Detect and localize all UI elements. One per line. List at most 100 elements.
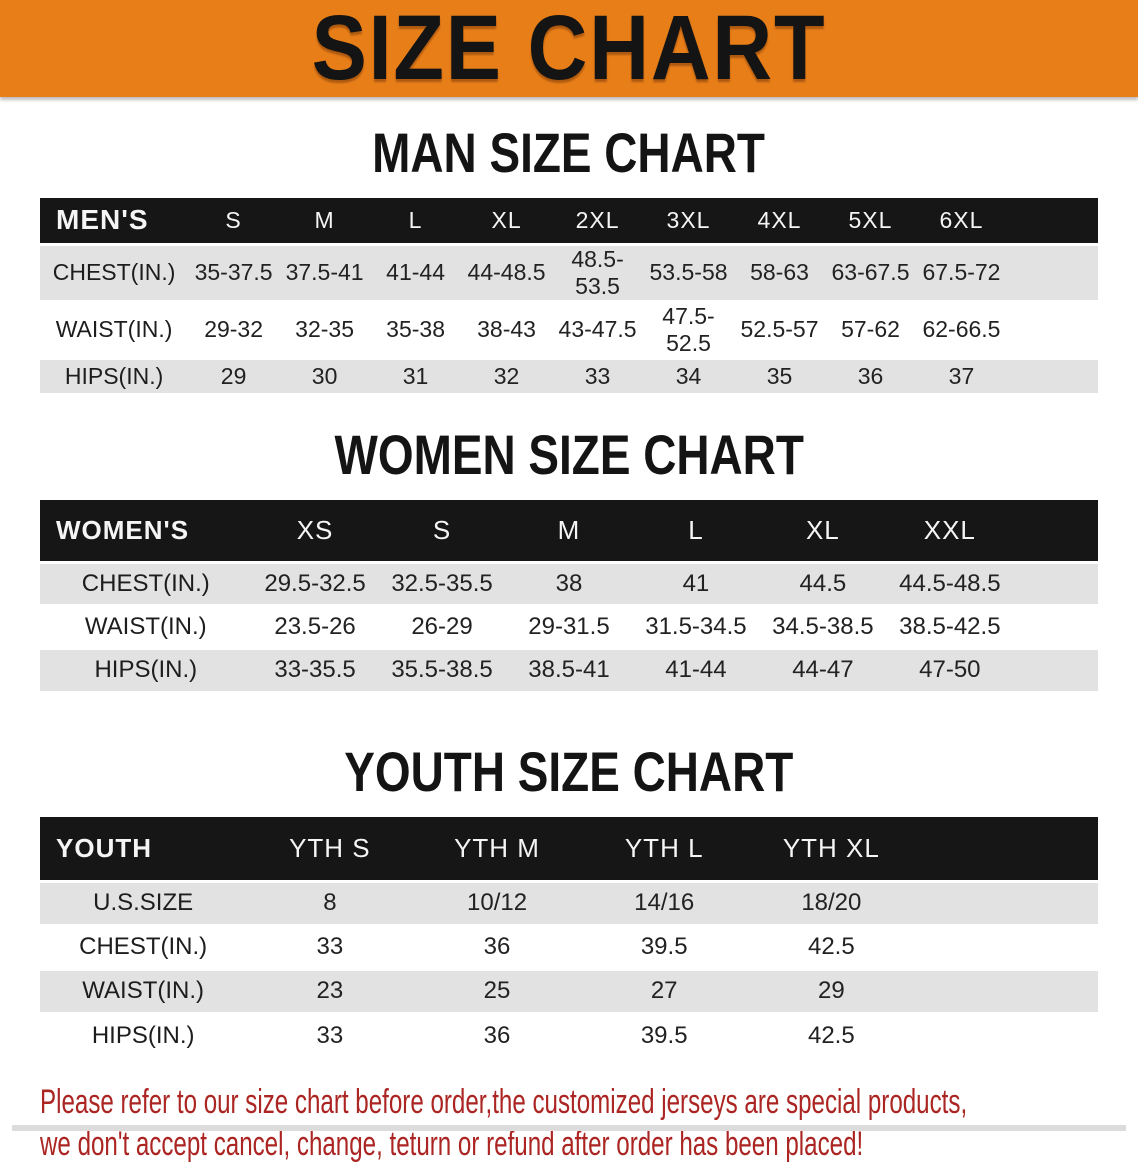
size-value-cell: 35-38 bbox=[386, 316, 445, 342]
size-value-cell: 37 bbox=[948, 362, 975, 389]
size-value-cell: 47.5-52.5 bbox=[662, 302, 715, 356]
men-section-heading-text: MAN SIZE CHART bbox=[372, 121, 766, 184]
size-column-header: M bbox=[314, 206, 335, 233]
size-value-cell: 29 bbox=[817, 977, 845, 1004]
size-column-header: 3XL bbox=[666, 206, 711, 233]
size-value-cell: 29.5-32.5 bbox=[264, 569, 366, 597]
size-value-cell: 32-35 bbox=[295, 316, 354, 342]
banner: SIZE CHART bbox=[0, 0, 1138, 97]
women-section-heading-text: WOMEN SIZE CHART bbox=[334, 423, 804, 486]
measure-row-label: CHEST(IN.) bbox=[81, 569, 210, 597]
size-value-cell: 39.5 bbox=[640, 933, 688, 960]
size-value-cell: 8 bbox=[323, 889, 337, 916]
women-size-table: WOMEN'S XS S M L XL XXL CHEST(IN.) 29.5-32.5 32.5… bbox=[40, 500, 1098, 691]
row-filler-cell bbox=[915, 925, 1098, 969]
size-value-cell: 33 bbox=[584, 362, 611, 389]
size-column-header: L bbox=[408, 206, 423, 233]
women-section-heading: WOMEN SIZE CHART bbox=[0, 423, 1138, 486]
size-value-cell: 14/16 bbox=[634, 889, 695, 916]
size-value-cell: 23 bbox=[316, 977, 344, 1004]
measurement-row: U.S.SIZE 8 10/12 14/16 18/20 bbox=[40, 881, 1098, 925]
row-filler-cell bbox=[1013, 562, 1098, 605]
size-value-cell: 47-50 bbox=[919, 656, 981, 684]
measure-row-label: U.S.SIZE bbox=[93, 889, 194, 916]
size-value-cell: 43-47.5 bbox=[558, 316, 637, 342]
size-value-cell: 44-47 bbox=[792, 656, 854, 684]
size-value-cell: 33 bbox=[316, 1021, 344, 1049]
measure-row-label: WAIST(IN.) bbox=[82, 977, 205, 1004]
size-value-cell: 26-29 bbox=[411, 612, 473, 640]
men-size-section: MAN SIZE CHART MEN'S S M L XL 2XL 3XL 4XL 5XL 6XL… bbox=[0, 121, 1138, 393]
size-column-header: 4XL bbox=[757, 206, 802, 233]
measurement-row: HIPS(IN.) 29 30 31 32 33 34 35 36 37 bbox=[40, 358, 1098, 393]
disclaimer-line-1: Please refer to our size chart before or… bbox=[40, 1083, 968, 1121]
row-filler-cell bbox=[1007, 301, 1098, 358]
size-value-cell: 38 bbox=[555, 569, 583, 597]
youth-section-heading-text: YOUTH SIZE CHART bbox=[344, 740, 794, 803]
measurement-row: CHEST(IN.) 29.5-32.5 32.5-35.5 38 41 44.5 44.5… bbox=[40, 562, 1098, 605]
size-group-label: MEN'S bbox=[56, 204, 149, 236]
measurement-row: WAIST(IN.) 23.5-26 26-29 29-31.5 31.5-34.5 34… bbox=[40, 605, 1098, 648]
measure-row-label: WAIST(IN.) bbox=[55, 316, 173, 342]
size-value-cell: 33 bbox=[316, 933, 344, 960]
row-filler-cell bbox=[915, 969, 1098, 1013]
size-column-header: YTH M bbox=[454, 832, 540, 863]
size-value-cell: 41-44 bbox=[386, 259, 445, 285]
measurement-row: WAIST(IN.) 23 25 27 29 bbox=[40, 969, 1098, 1013]
size-value-cell: 23.5-26 bbox=[274, 612, 356, 640]
size-value-cell: 32.5-35.5 bbox=[391, 569, 493, 597]
size-value-cell: 67.5-72 bbox=[922, 259, 1001, 285]
size-value-cell: 25 bbox=[483, 977, 511, 1004]
size-value-cell: 57-62 bbox=[841, 316, 900, 342]
measurement-row: CHEST(IN.) 33 36 39.5 42.5 bbox=[40, 925, 1098, 969]
size-value-cell: 29 bbox=[220, 362, 247, 389]
row-filler-cell bbox=[1013, 648, 1098, 691]
size-table-header-row: WOMEN'S XS S M L XL XXL bbox=[40, 500, 1098, 562]
header-filler-cell bbox=[915, 817, 1098, 881]
size-column-header: YTH L bbox=[624, 832, 704, 863]
size-value-cell: 38-43 bbox=[477, 316, 536, 342]
size-value-cell: 38.5-41 bbox=[528, 656, 610, 684]
row-filler-cell bbox=[915, 1013, 1098, 1057]
measurement-row: WAIST(IN.) 29-32 32-35 35-38 38-43 43-47.5 47.… bbox=[40, 301, 1098, 358]
size-value-cell: 39.5 bbox=[640, 1021, 688, 1049]
size-value-cell: 10/12 bbox=[467, 889, 528, 916]
size-value-cell: 32 bbox=[493, 362, 520, 389]
youth-size-table: YOUTH YTH S YTH M YTH L YTH XL U.S.SIZE 8 10/12… bbox=[40, 817, 1098, 1057]
page-title: SIZE CHART bbox=[311, 0, 827, 99]
header-filler-cell bbox=[1007, 198, 1098, 244]
size-value-cell: 53.5-58 bbox=[649, 259, 728, 285]
size-value-cell: 34.5-38.5 bbox=[772, 612, 874, 640]
size-table-header-row: MEN'S S M L XL 2XL 3XL 4XL 5XL 6XL bbox=[40, 198, 1098, 244]
disclaimer: Please refer to our size chart before or… bbox=[40, 1081, 1138, 1165]
size-column-header: 2XL bbox=[575, 206, 620, 233]
size-value-cell: 44.5 bbox=[799, 569, 847, 597]
size-value-cell: 38.5-42.5 bbox=[899, 612, 1001, 640]
size-value-cell: 35.5-38.5 bbox=[391, 656, 493, 684]
size-value-cell: 34 bbox=[675, 362, 702, 389]
size-value-cell: 29-31.5 bbox=[528, 612, 610, 640]
size-value-cell: 29-32 bbox=[204, 316, 264, 342]
size-value-cell: 31.5-34.5 bbox=[645, 612, 747, 640]
youth-section-heading: YOUTH SIZE CHART bbox=[0, 740, 1138, 803]
size-column-header: M bbox=[557, 514, 581, 545]
size-column-header: XL bbox=[805, 514, 840, 545]
size-value-cell: 36 bbox=[857, 362, 884, 389]
size-column-header: XS bbox=[296, 514, 334, 545]
size-column-header: L bbox=[688, 514, 704, 545]
measurement-row: CHEST(IN.) 35-37.5 37.5-41 41-44 44-48.5 48.5… bbox=[40, 244, 1098, 301]
measure-row-label: HIPS(IN.) bbox=[64, 362, 164, 389]
bottom-edge-strip bbox=[12, 1125, 1126, 1131]
measure-row-label: HIPS(IN.) bbox=[94, 656, 198, 684]
size-column-header: XXL bbox=[923, 514, 976, 545]
size-column-header: S bbox=[432, 514, 452, 545]
size-column-header: S bbox=[225, 206, 242, 233]
size-value-cell: 35 bbox=[766, 362, 793, 389]
size-value-cell: 63-67.5 bbox=[831, 259, 910, 285]
row-filler-cell bbox=[1007, 358, 1098, 393]
size-column-header: 6XL bbox=[939, 206, 984, 233]
size-value-cell: 30 bbox=[311, 362, 338, 389]
size-group-label: YOUTH bbox=[56, 832, 152, 863]
size-value-cell: 41 bbox=[682, 569, 710, 597]
measurement-row: HIPS(IN.) 33 36 39.5 42.5 bbox=[40, 1013, 1098, 1057]
